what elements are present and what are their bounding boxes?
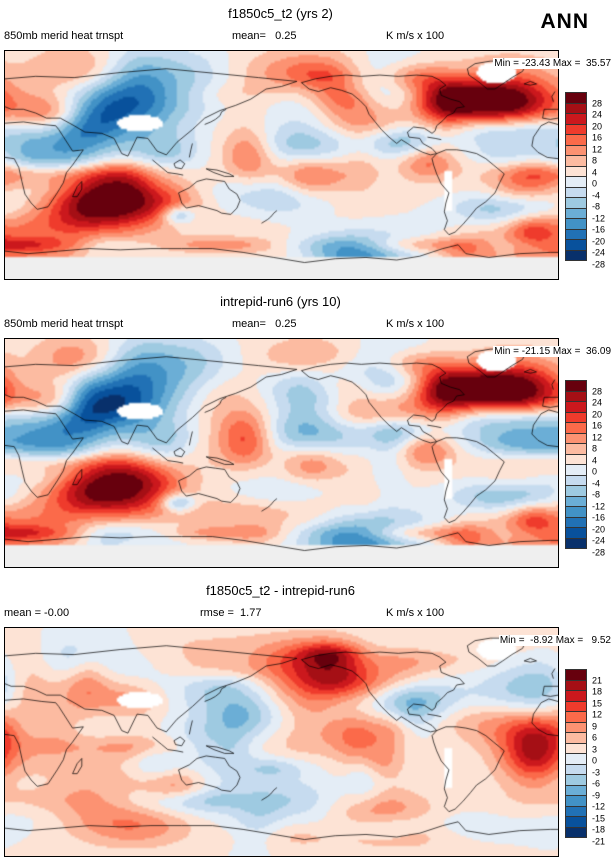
colorbar-tick-label: -4 <box>592 478 601 488</box>
panel-case2: intrepid-run6 (yrs 10) 850mb merid heat … <box>0 288 615 572</box>
colorbar-tick-label: 0 <box>592 755 598 766</box>
colorbar-case2: 28 24 20 16 12 8 4 0 -4 -8 -12 -16 -20 -24 -28 <box>565 380 615 557</box>
colorbar-tick-label: 8 <box>592 155 598 166</box>
colorbar-tick-label: 0 <box>592 178 598 189</box>
colorbar-tick-label: -4 <box>592 190 601 200</box>
colorbar-tick-label: 3 <box>592 744 598 754</box>
colorbar-tick-label: -28 <box>592 547 606 557</box>
colorbar-tick-label: -16 <box>592 512 606 523</box>
colorbar-tick-label: -28 <box>592 259 606 269</box>
colorbar-tick-label: 6 <box>592 732 598 743</box>
colorbar-difference: 21 18 15 12 9 6 3 0 -3 -6 -9 -12 -15 -18 -21 <box>565 669 615 846</box>
mean-label: mean= 0.25 <box>232 30 297 42</box>
colorbar-tick-label: -24 <box>592 247 606 258</box>
colorbar-tick-label: 21 <box>592 675 603 685</box>
colorbar-cell <box>565 826 587 838</box>
variable-label: 850mb merid heat trnspt <box>4 30 124 42</box>
colorbar-tick-label: 12 <box>592 432 603 442</box>
panel-title: intrepid-run6 (yrs 10) <box>220 294 341 309</box>
colorbar-case1: 28 24 20 16 12 8 4 0 -4 -8 -12 -16 -20 -24 -28 <box>565 92 615 269</box>
map-canvas-difference <box>4 627 559 857</box>
panel-case1: f1850c5_t2 (yrs 2) 850mb merid heat trns… <box>0 0 615 284</box>
colorbar-tick-label: 28 <box>592 386 603 396</box>
colorbar-tick-label: -12 <box>592 801 606 812</box>
colorbar-tick-label: -16 <box>592 224 606 235</box>
colorbar-tick-label: 0 <box>592 466 598 477</box>
colorbar-tick-label: 28 <box>592 98 603 108</box>
colorbar-tick-label: 16 <box>592 420 603 431</box>
colorbar-tick-label: 20 <box>592 121 603 131</box>
minmax-label: Min = -8.92 Max = 9.52 <box>498 635 612 646</box>
map-canvas-case2 <box>4 338 559 568</box>
colorbar-tick-label: -18 <box>592 824 606 835</box>
colorbar-cell <box>565 537 587 549</box>
colorbar-tick-label: 12 <box>592 709 603 720</box>
panel-title: f1850c5_t2 (yrs 2) <box>228 6 333 21</box>
colorbar-tick-label: 4 <box>592 455 598 465</box>
colorbar-tick-label: 20 <box>592 409 603 419</box>
colorbar-tick-label: -21 <box>592 836 606 846</box>
colorbar-tick-label: -8 <box>592 201 601 212</box>
colorbar-tick-label: 15 <box>592 698 603 708</box>
rmse-label: rmse = 1.77 <box>200 607 262 619</box>
colorbar-tick-label: 4 <box>592 167 598 177</box>
colorbar-tick-label: -8 <box>592 489 601 500</box>
mean-label: mean = -0.00 <box>4 607 70 619</box>
colorbar-tick-label: -12 <box>592 501 606 511</box>
panel-difference: f1850c5_t2 - intrepid-run6 mean = -0.00 … <box>0 577 615 861</box>
colorbar-tick-label: -6 <box>592 778 601 789</box>
colorbar-tick-label: -20 <box>592 524 606 534</box>
units-label: K m/s x 100 <box>386 30 445 42</box>
colorbar-tick-label: -9 <box>592 790 601 800</box>
minmax-label: Min = -21.15 Max = 36.09 <box>493 346 612 357</box>
map-canvas-case1 <box>4 50 559 280</box>
colorbar-tick-label: -20 <box>592 236 606 246</box>
colorbar-tick-label: 12 <box>592 144 603 154</box>
colorbar-tick-label: -15 <box>592 813 606 823</box>
colorbar-tick-label: 18 <box>592 686 603 697</box>
colorbar-tick-label: 16 <box>592 132 603 143</box>
minmax-label: Min = -23.43 Max = 35.57 <box>493 58 612 69</box>
mean-label: mean= 0.25 <box>232 318 297 330</box>
panel-title: f1850c5_t2 - intrepid-run6 <box>206 583 355 598</box>
season-label: ANN <box>540 10 589 33</box>
colorbar-tick-label: -3 <box>592 767 601 777</box>
colorbar-tick-label: 9 <box>592 721 598 731</box>
colorbar-tick-label: 8 <box>592 443 598 454</box>
colorbar-tick-label: -12 <box>592 213 606 223</box>
colorbar-tick-label: -24 <box>592 535 606 546</box>
colorbar-tick-label: 24 <box>592 109 603 120</box>
units-label: K m/s x 100 <box>386 607 445 619</box>
colorbar-tick-label: 24 <box>592 397 603 408</box>
colorbar-cell <box>565 249 587 261</box>
variable-label: 850mb merid heat trnspt <box>4 318 124 330</box>
units-label: K m/s x 100 <box>386 318 445 330</box>
